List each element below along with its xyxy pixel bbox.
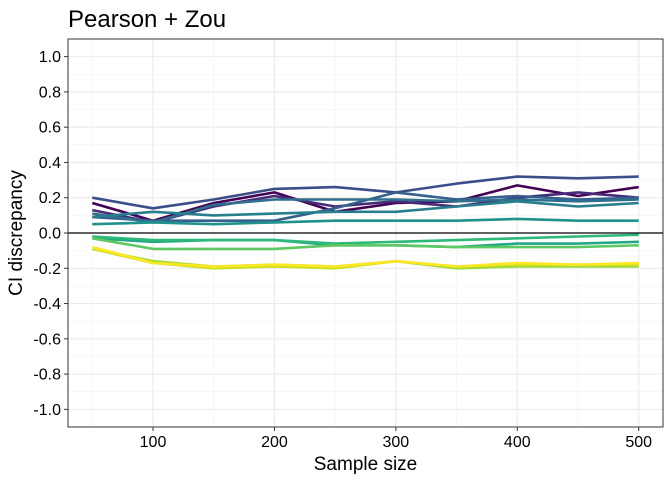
series-line-10 xyxy=(92,237,639,251)
y-axis: 1.0 0.8 0.6 0.4 0.2 0.0 -0.2 -0.4 -0.6 -0.8 -1.0 xyxy=(33,49,68,419)
series-line-9 xyxy=(92,233,639,245)
y-axis-title: CI discrepancy xyxy=(6,170,27,296)
y-tick-label: -0.8 xyxy=(33,367,61,384)
y-tick-label: -1.0 xyxy=(33,402,61,419)
series-line-3 xyxy=(92,175,639,210)
y-tick-label: 1.0 xyxy=(39,49,61,66)
series-line-1 xyxy=(91,184,639,222)
y-tick-label: -0.6 xyxy=(33,331,61,348)
x-tick-label: 500 xyxy=(625,434,652,451)
series-line-13 xyxy=(91,245,639,268)
series-lines xyxy=(91,175,639,270)
minor-gridlines xyxy=(68,39,663,427)
series-line-6 xyxy=(92,200,639,219)
y-tick-label: 0.4 xyxy=(39,155,61,172)
x-tick-label: 200 xyxy=(261,434,288,451)
y-tick-label: 0.0 xyxy=(39,226,61,243)
y-tick-label: -0.2 xyxy=(33,261,61,278)
y-tick-label: 0.2 xyxy=(39,190,61,207)
x-tick-label: 300 xyxy=(383,434,410,451)
x-axis: 100 200 300 400 500 xyxy=(140,427,652,451)
x-axis-title: Sample size xyxy=(314,454,418,475)
x-tick-label: 100 xyxy=(140,434,167,451)
x-tick-label: 400 xyxy=(504,434,531,451)
y-tick-label: 0.8 xyxy=(39,84,61,101)
series-line-7 xyxy=(92,217,639,226)
y-tick-label: 0.6 xyxy=(39,120,61,137)
chart-title: Pearson + Zou xyxy=(68,6,227,33)
y-tick-label: -0.4 xyxy=(33,296,61,313)
